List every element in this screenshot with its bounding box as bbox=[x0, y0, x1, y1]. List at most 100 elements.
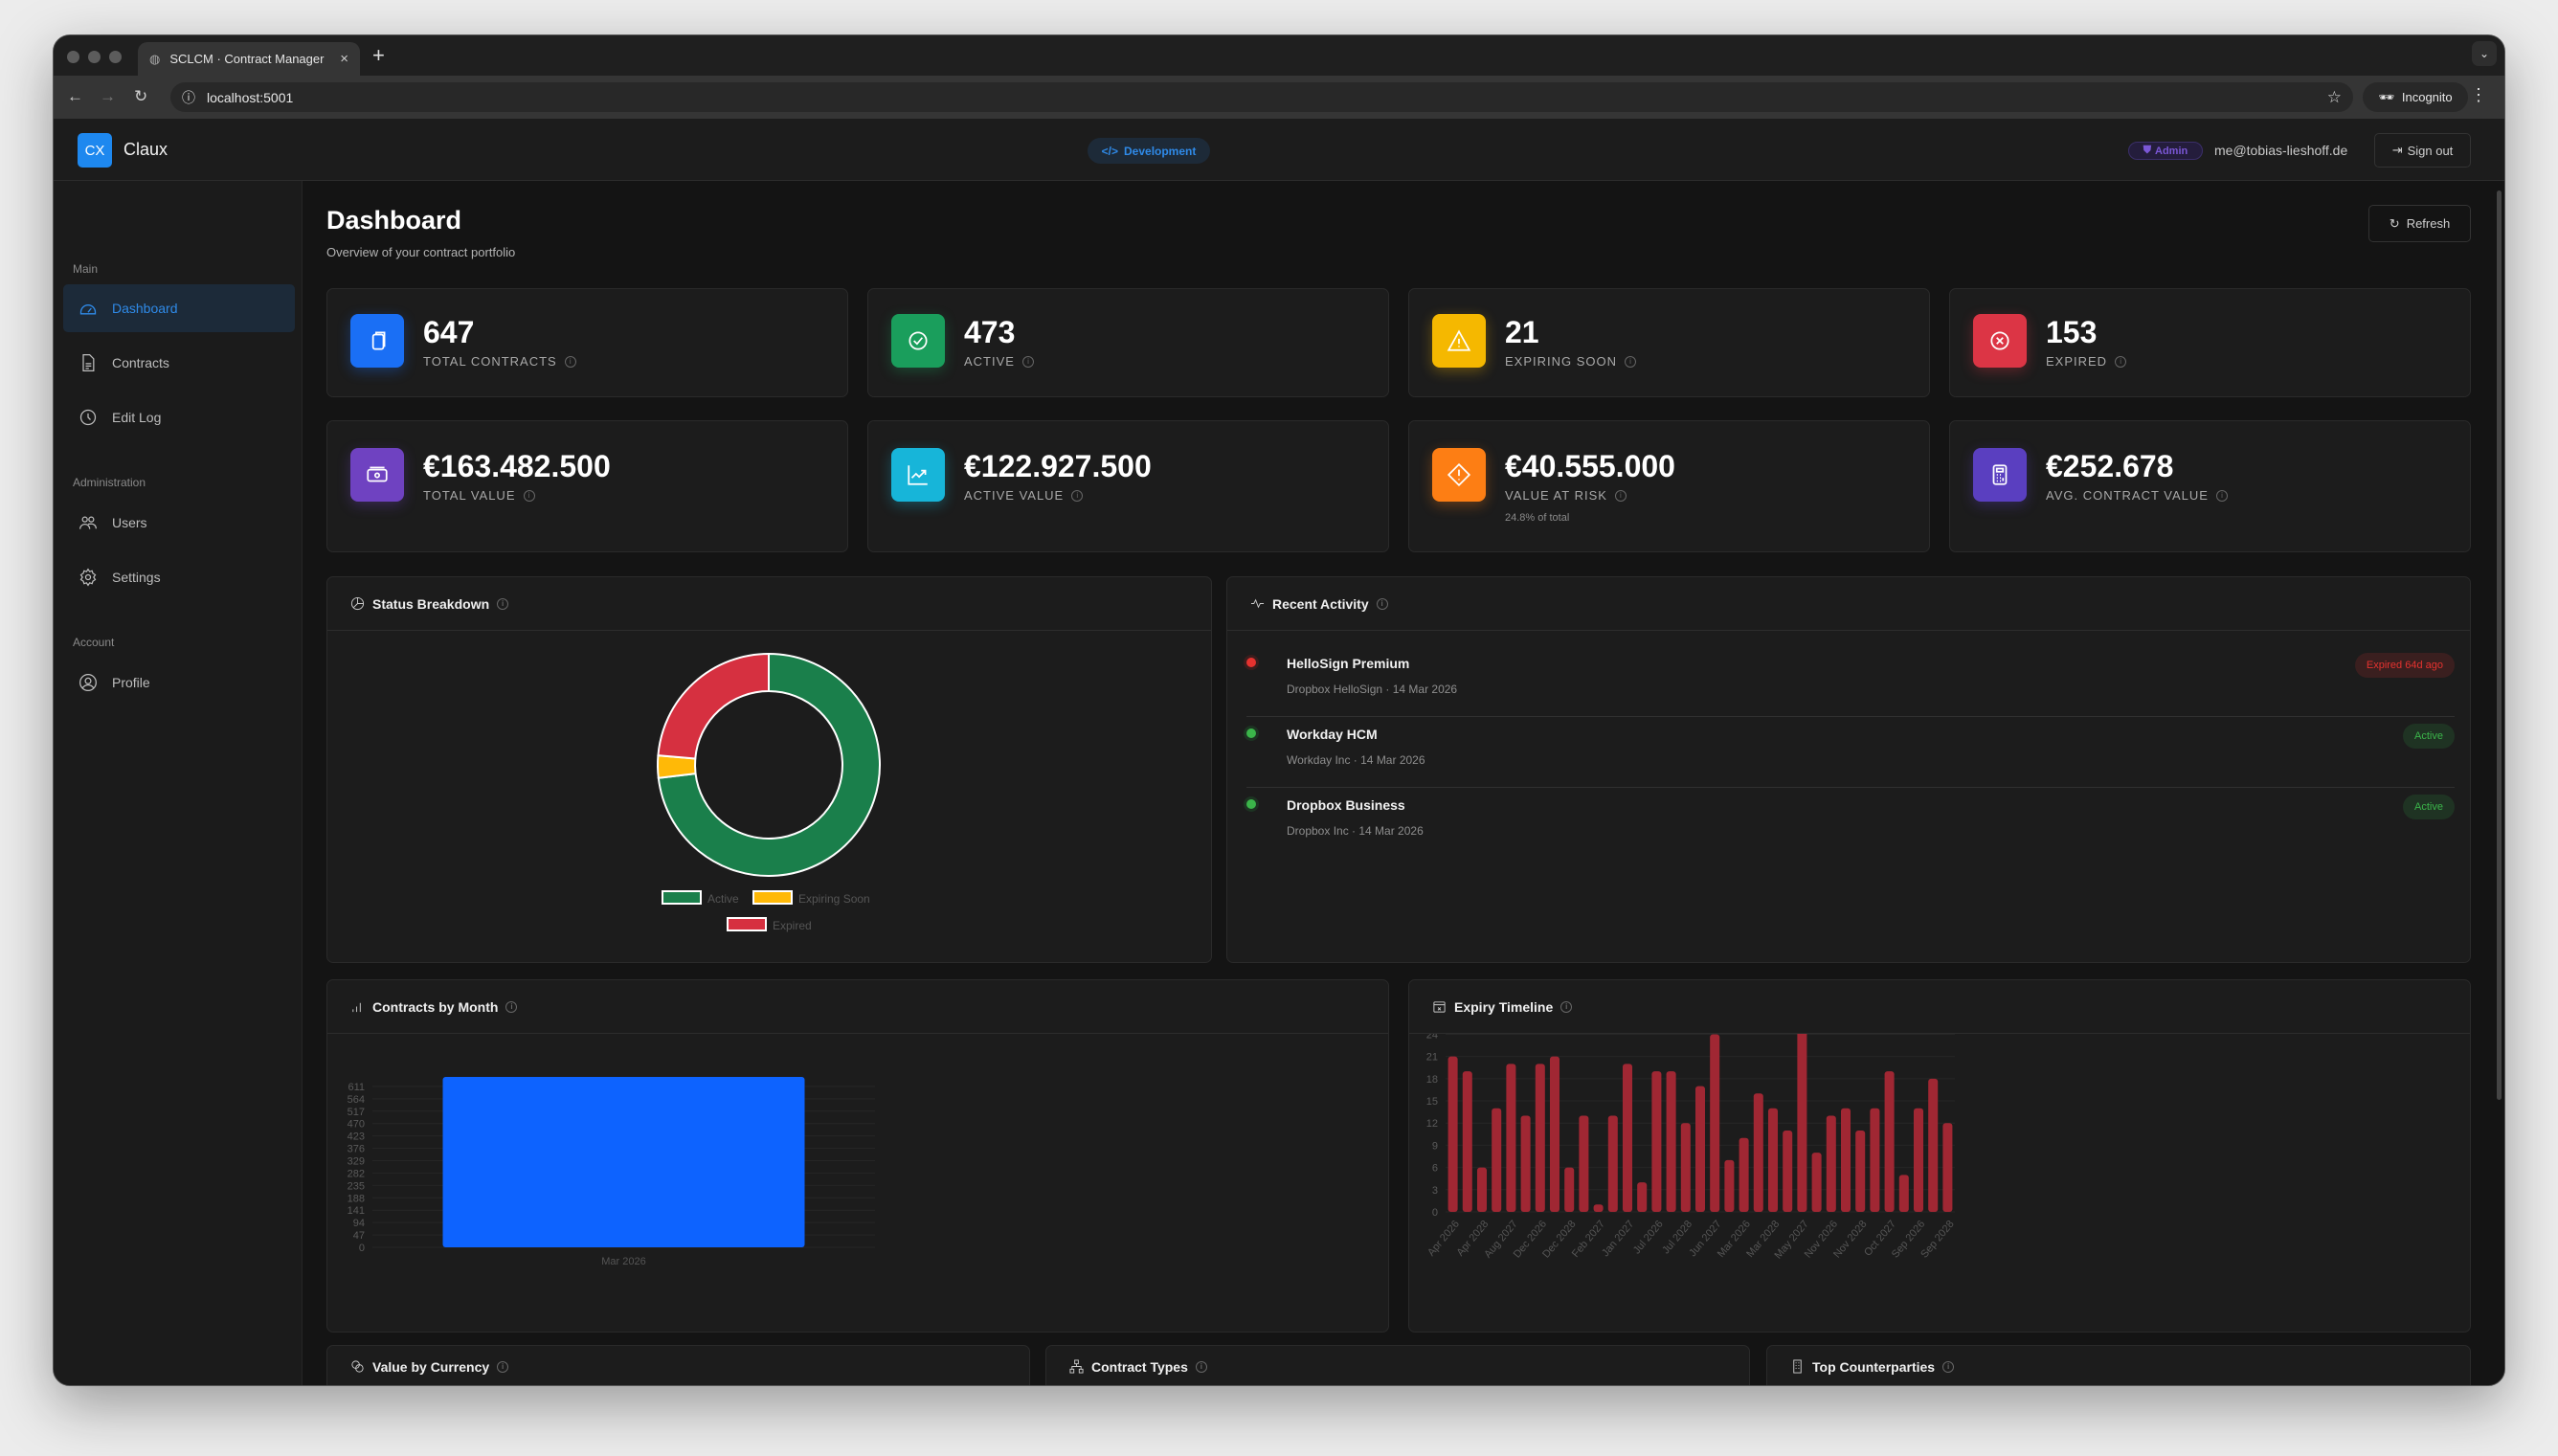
panel-header: Value by Currency i bbox=[327, 1346, 1029, 1385]
activity-name: Workday HCM bbox=[1287, 727, 1378, 742]
forward-icon[interactable]: → bbox=[100, 87, 116, 105]
bar[interactable] bbox=[1710, 1034, 1720, 1212]
y-tick-label: 15 bbox=[1426, 1096, 1438, 1108]
refresh-button[interactable]: ↻ Refresh bbox=[2368, 205, 2471, 242]
top-counterparties-panel: Top Counterparties i bbox=[1766, 1345, 2471, 1385]
bookmark-star-icon[interactable]: ☆ bbox=[2326, 87, 2342, 106]
app-header: CX Claux </> Development ⛊ Admin me@tobi… bbox=[54, 119, 2504, 181]
info-icon[interactable]: i bbox=[1195, 1360, 1207, 1373]
info-icon[interactable]: i bbox=[2115, 355, 2127, 368]
info-icon[interactable]: i bbox=[497, 1360, 509, 1373]
bar[interactable] bbox=[1579, 1115, 1589, 1213]
activity-name: Dropbox Business bbox=[1287, 797, 1405, 813]
donut-slice-expired[interactable] bbox=[657, 652, 770, 760]
info-icon[interactable]: i bbox=[1071, 489, 1084, 502]
bar[interactable] bbox=[1520, 1115, 1531, 1213]
bar[interactable] bbox=[1637, 1182, 1648, 1212]
info-icon[interactable]: i bbox=[564, 355, 576, 368]
sidebar-item-profile[interactable]: Profile bbox=[63, 659, 295, 706]
page-scrollbar[interactable] bbox=[2497, 190, 2502, 1100]
stat-card: 473 ACTIVE i bbox=[867, 288, 1389, 397]
bar[interactable] bbox=[1535, 1064, 1545, 1212]
bar[interactable] bbox=[1506, 1064, 1516, 1212]
bar[interactable] bbox=[1724, 1159, 1735, 1212]
browser-menu-icon[interactable]: ⋮ bbox=[2470, 85, 2487, 104]
bar[interactable] bbox=[1651, 1071, 1662, 1212]
legend-label[interactable]: Active bbox=[707, 892, 739, 906]
info-icon[interactable]: i bbox=[1614, 489, 1627, 502]
bar[interactable] bbox=[1913, 1108, 1924, 1212]
clock-icon bbox=[79, 409, 97, 426]
sidebar-item-settings[interactable]: Settings bbox=[63, 553, 295, 601]
info-icon[interactable]: i bbox=[2215, 489, 2228, 502]
bar[interactable] bbox=[1492, 1108, 1502, 1212]
activity-item[interactable]: Workday HCM Workday Inc · 14 Mar 2026 Ac… bbox=[1246, 717, 2455, 788]
bar[interactable] bbox=[1462, 1071, 1472, 1212]
tab-search-chevron-icon[interactable]: ⌄ bbox=[2472, 41, 2497, 66]
sidebar-item-users[interactable]: Users bbox=[63, 499, 295, 547]
info-icon[interactable]: i bbox=[1021, 355, 1034, 368]
legend-label[interactable]: Expiring Soon bbox=[798, 892, 870, 906]
reload-icon[interactable]: ↻ bbox=[134, 87, 148, 105]
sidebar-item-label: Edit Log bbox=[112, 410, 162, 425]
close-tab-icon[interactable]: × bbox=[340, 51, 348, 67]
sign-out-button[interactable]: ⇥ Sign out bbox=[2374, 133, 2471, 168]
stat-value: 21 bbox=[1505, 315, 1539, 349]
bar[interactable] bbox=[1840, 1108, 1851, 1212]
bar[interactable] bbox=[1694, 1086, 1706, 1212]
info-icon[interactable]: i bbox=[1376, 597, 1388, 610]
bar[interactable] bbox=[1942, 1123, 1953, 1212]
bar[interactable] bbox=[1898, 1175, 1909, 1212]
bar[interactable] bbox=[1549, 1056, 1560, 1212]
y-tick-label: 517 bbox=[348, 1107, 365, 1118]
bar[interactable] bbox=[1666, 1071, 1676, 1212]
bar[interactable] bbox=[1783, 1130, 1793, 1212]
info-icon[interactable]: i bbox=[1625, 355, 1637, 368]
y-tick-label: 470 bbox=[348, 1119, 365, 1131]
maximize-window-button[interactable] bbox=[109, 51, 122, 63]
bar[interactable] bbox=[442, 1077, 805, 1247]
bar[interactable] bbox=[1593, 1204, 1604, 1212]
bar[interactable] bbox=[1607, 1115, 1618, 1213]
info-icon[interactable]: i bbox=[497, 597, 509, 610]
close-window-button[interactable] bbox=[67, 51, 79, 63]
bar[interactable] bbox=[1870, 1108, 1880, 1212]
bar[interactable] bbox=[1826, 1115, 1836, 1213]
minimize-window-button[interactable] bbox=[88, 51, 101, 63]
logo[interactable]: CX bbox=[78, 133, 112, 168]
activity-item[interactable]: Dropbox Business Dropbox Inc · 14 Mar 20… bbox=[1246, 788, 2455, 859]
bar[interactable] bbox=[1564, 1167, 1575, 1212]
sidebar-item-edit-log[interactable]: Edit Log bbox=[63, 393, 295, 441]
site-info-icon[interactable]: ⓘ bbox=[182, 89, 195, 105]
bar[interactable] bbox=[1884, 1071, 1895, 1212]
sidebar-item-contracts[interactable]: Contracts bbox=[63, 339, 295, 387]
bar[interactable] bbox=[1855, 1130, 1866, 1212]
stat-value: 647 bbox=[423, 315, 475, 349]
info-icon[interactable]: i bbox=[523, 489, 535, 502]
address-bar[interactable]: ⓘ localhost:5001 ☆ bbox=[170, 82, 2353, 112]
bar[interactable] bbox=[1447, 1056, 1458, 1212]
incognito-indicator[interactable]: 🕶 Incognito bbox=[2363, 82, 2468, 112]
bar[interactable] bbox=[1476, 1167, 1488, 1212]
activity-item[interactable]: HelloSign Premium Dropbox HelloSign · 14… bbox=[1246, 646, 2455, 717]
bar[interactable] bbox=[1753, 1093, 1763, 1212]
donut-slice-active[interactable] bbox=[657, 652, 881, 877]
legend-label[interactable]: Expired bbox=[773, 919, 812, 932]
info-icon[interactable]: i bbox=[1560, 1000, 1573, 1013]
bar[interactable] bbox=[1797, 1019, 1807, 1212]
sidebar-item-dashboard[interactable]: Dashboard bbox=[63, 284, 295, 332]
bar[interactable] bbox=[1811, 1153, 1822, 1212]
stat-card: €252.678 AVG. CONTRACT VALUE i bbox=[1949, 420, 2471, 552]
bar[interactable] bbox=[1622, 1064, 1633, 1212]
back-icon[interactable]: ← bbox=[67, 87, 83, 105]
bar[interactable] bbox=[1680, 1123, 1691, 1212]
bar[interactable] bbox=[1739, 1137, 1749, 1212]
bar[interactable] bbox=[1767, 1108, 1779, 1212]
info-icon[interactable]: i bbox=[505, 1000, 518, 1013]
new-tab-button[interactable]: + bbox=[372, 43, 385, 67]
info-icon[interactable]: i bbox=[1942, 1360, 1955, 1373]
browser-tab[interactable]: ◍ SCLCM · Contract Manager × bbox=[138, 42, 360, 76]
bar[interactable] bbox=[1928, 1078, 1939, 1212]
panel-title: Contracts by Month bbox=[372, 998, 499, 1015]
gauge-icon bbox=[79, 304, 97, 315]
